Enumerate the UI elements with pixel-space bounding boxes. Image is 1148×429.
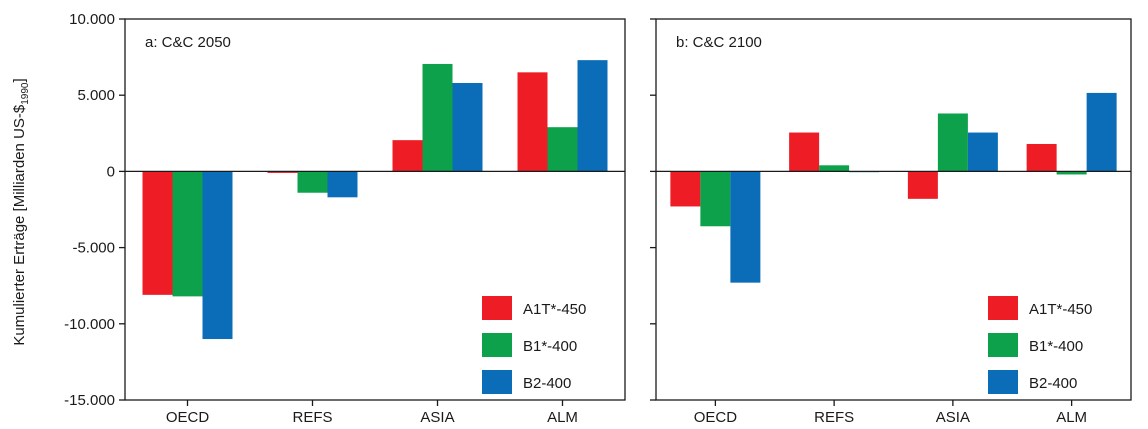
bar: [700, 171, 731, 227]
bar: [297, 171, 328, 193]
y-tick-label: 0: [107, 163, 115, 180]
bar: [670, 171, 701, 207]
y-axis-label-main: Kumulierter Erträge [Milliarden US-$: [11, 104, 28, 346]
legend-label: B2-400: [523, 375, 571, 392]
legend-label: B1*-400: [1029, 338, 1083, 355]
bar: [1056, 171, 1087, 175]
bar: [907, 171, 938, 199]
bar: [967, 132, 998, 172]
bar: [202, 171, 233, 340]
legend-swatch: [482, 333, 512, 357]
legend-swatch: [988, 333, 1018, 357]
x-tick-label: ASIA: [936, 409, 970, 426]
bar: [819, 165, 850, 172]
plot-frame: [124, 18, 626, 401]
y-axis-label-end: ]: [11, 78, 28, 82]
y-tick-label: -15.000: [64, 392, 115, 409]
bar: [937, 113, 968, 172]
panel-1: 10.000 5.000 0 -5.000 -10.000 -15.000 OECD REFS…: [64, 11, 626, 426]
bar: [422, 63, 453, 172]
x-tick-label: REFS: [814, 409, 854, 426]
legend-swatch: [482, 370, 512, 394]
x-tick-label: ALM: [547, 409, 578, 426]
panel-title: b: C&C 2100: [676, 34, 762, 51]
bar: [452, 83, 483, 172]
y-tick-label: -10.000: [64, 316, 115, 333]
legend-label: B2-400: [1029, 375, 1077, 392]
bar: [1026, 143, 1057, 172]
legend-swatch: [482, 296, 512, 320]
bar: [267, 171, 298, 173]
plot-frame: [655, 18, 1132, 401]
legend-swatch: [988, 296, 1018, 320]
chart-panels: 10.000 5.000 0 -5.000 -10.000 -15.000 OECD REFS…: [64, 11, 1132, 426]
y-axis-label: Kumulierter Erträge [Milliarden US-$1990…: [11, 78, 31, 345]
legend-label: A1T*-450: [1029, 301, 1092, 318]
x-tick-label: ALM: [1056, 409, 1087, 426]
bar: [392, 140, 423, 172]
bar: [730, 171, 761, 283]
bar: [577, 60, 608, 172]
legend-label: A1T*-450: [523, 301, 586, 318]
x-tick-label: ASIA: [420, 409, 454, 426]
bar: [1086, 92, 1117, 172]
y-tick-label: -5.000: [72, 240, 115, 257]
x-tick-label: REFS: [292, 409, 332, 426]
x-tick-label: OECD: [694, 409, 738, 426]
y-tick-label: 10.000: [69, 11, 115, 28]
bar: [789, 132, 820, 172]
y-axis-label-subscript: 1990: [20, 82, 31, 105]
panel-2: OECD REFS ASIA ALM b: C&C 2100 A1T*-450 B1*-40…: [650, 18, 1132, 426]
legend-swatch: [988, 370, 1018, 394]
bar: [517, 72, 548, 172]
bar: [547, 127, 578, 172]
y-tick-label: 5.000: [77, 87, 115, 104]
bar: [142, 171, 173, 295]
bar: [172, 171, 203, 297]
panel-title: a: C&C 2050: [145, 34, 231, 51]
x-tick-label: OECD: [166, 409, 210, 426]
bar: [327, 171, 358, 198]
legend-label: B1*-400: [523, 338, 577, 355]
